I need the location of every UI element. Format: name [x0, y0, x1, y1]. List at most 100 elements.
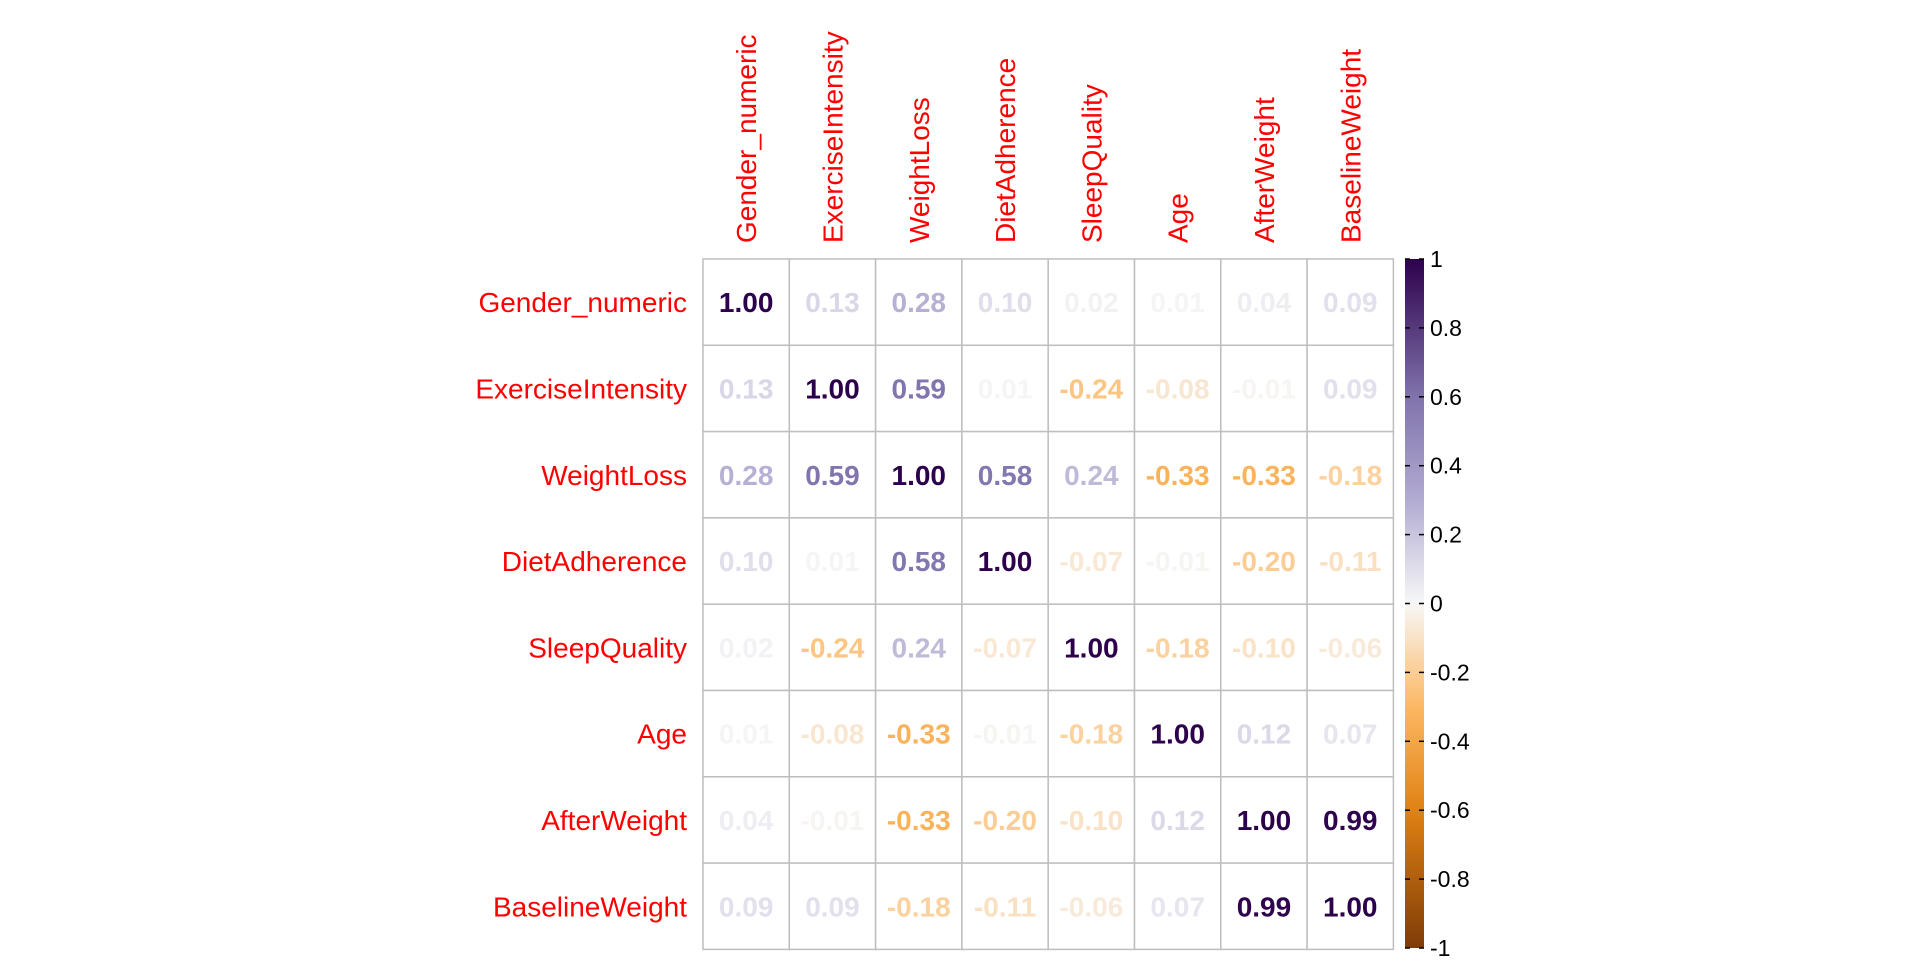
cell-value-label: 0.04	[719, 805, 774, 836]
cell-value-label: -0.18	[1059, 719, 1123, 750]
heatmap-cell	[702, 258, 791, 347]
heatmap-cell	[1133, 258, 1222, 347]
row-label: ExerciseIntensity	[475, 373, 687, 404]
row-label: DietAdherence	[502, 546, 687, 577]
heatmap-cell	[874, 430, 963, 519]
cell-value-label: 0.09	[1323, 373, 1378, 404]
cell-value-label: -0.11	[1319, 546, 1381, 577]
heatmap-cell	[961, 517, 1049, 605]
column-label: SleepQuality	[1076, 84, 1107, 243]
cell-value-label: 0.02	[1064, 287, 1119, 318]
row-label: Gender_numeric	[478, 287, 687, 318]
cell-value-label: -0.06	[1059, 891, 1123, 922]
cell-value-label: -0.10	[1232, 632, 1296, 663]
cell-value-label: 1.00	[978, 546, 1033, 577]
cell-value-label: 0.28	[719, 460, 774, 491]
heatmap-cell	[1133, 430, 1222, 519]
cell-value-label: -0.08	[1146, 373, 1210, 404]
cell-value-label: 1.00	[719, 287, 774, 318]
cell-value-label: 1.00	[1237, 805, 1292, 836]
column-label: BaselineWeight	[1335, 49, 1366, 243]
heatmap-cell	[961, 344, 1049, 433]
heatmap-cell	[874, 689, 963, 778]
column-label: ExerciseIntensity	[817, 31, 848, 243]
cell-value-label: 0.24	[1064, 460, 1119, 491]
colorbar-tick-label: 0	[1430, 591, 1443, 617]
cell-value-label: 0.58	[892, 546, 947, 577]
cell-value-label: 0.59	[805, 460, 860, 491]
cell-value-label: 0.09	[805, 891, 860, 922]
heatmap-cell	[1220, 517, 1308, 605]
cell-value-label: -0.11	[974, 891, 1036, 922]
cell-value-label: 0.13	[805, 287, 860, 318]
cell-value-label: -0.06	[1318, 632, 1382, 663]
row-label: WeightLoss	[541, 460, 687, 491]
cell-value-label: 0.12	[1237, 719, 1292, 750]
heatmap-cell	[874, 862, 963, 951]
column-label: WeightLoss	[904, 97, 935, 243]
row-label: BaselineWeight	[493, 891, 687, 922]
heatmap-cell	[702, 430, 791, 519]
cell-value-label: 0.58	[978, 460, 1033, 491]
colorbar	[1405, 259, 1424, 948]
cell-value-label: 0.24	[892, 632, 947, 663]
column-label: AfterWeight	[1249, 97, 1280, 243]
cell-value-label: -0.20	[973, 805, 1037, 836]
heatmap-cell	[874, 517, 963, 605]
cell-value-label: 0.10	[978, 287, 1033, 318]
cell-value-label: -0.33	[1232, 460, 1296, 491]
colorbar-tick-label: -0.2	[1430, 659, 1470, 685]
cell-value-label: 1.00	[805, 373, 860, 404]
heatmap-cell	[874, 776, 963, 864]
heatmap-cell	[961, 862, 1049, 951]
heatmap-cell	[1306, 344, 1395, 433]
heatmap-cell	[961, 430, 1049, 519]
cell-value-label: 0.01	[805, 546, 860, 577]
heatmap-cell	[788, 430, 877, 519]
cell-value-label: 0.10	[719, 546, 774, 577]
row-labels: Gender_numeric ExerciseIntensity WeightLos…	[475, 287, 687, 922]
cell-value-label: -0.07	[1059, 546, 1123, 577]
cell-value-label: 0.01	[1150, 287, 1205, 318]
cell-value-label: 1.00	[1150, 719, 1205, 750]
colorbar-tick-label: 0.6	[1430, 384, 1462, 410]
cell-value-label: 0.28	[892, 287, 947, 318]
cell-value-label: 0.09	[1323, 287, 1378, 318]
cell-value-label: -0.01	[801, 805, 865, 836]
heatmap-cell	[1047, 603, 1136, 692]
heatmap-cell	[1306, 430, 1395, 519]
colorbar-tick-label: 0.4	[1430, 453, 1462, 479]
heatmap-cell	[1220, 689, 1308, 778]
column-label: Age	[1163, 193, 1194, 243]
cell-value-label: -0.08	[801, 719, 865, 750]
heatmap-cell	[702, 776, 791, 864]
heatmap-cell	[788, 689, 877, 778]
cell-value-label: -0.18	[887, 891, 951, 922]
colorbar-tick-label: -1	[1430, 935, 1450, 960]
colorbar-tick-label: 1	[1430, 246, 1443, 272]
heatmap-cell	[1047, 862, 1136, 951]
heatmap-cell	[788, 776, 877, 864]
heatmap-cell	[702, 517, 791, 605]
colorbar-tick-label: 0.8	[1430, 315, 1462, 341]
heatmap-cell	[1306, 862, 1395, 951]
cell-value-label: -0.01	[1232, 373, 1296, 404]
heatmap-cell	[788, 258, 877, 347]
column-labels: Gender_numeric ExerciseIntensity WeightLos…	[731, 31, 1366, 243]
heatmap-cell	[1220, 776, 1308, 864]
heatmap-cell	[1133, 689, 1222, 778]
heatmap-cell	[1133, 776, 1222, 864]
heatmap-cell	[1133, 862, 1222, 951]
column-label: DietAdherence	[990, 58, 1021, 243]
heatmap-cell	[1220, 430, 1308, 519]
colorbar-tick-label: -0.6	[1430, 797, 1470, 823]
heatmap-cell	[1047, 776, 1136, 864]
heatmap-cell	[788, 344, 877, 433]
heatmap-cell	[961, 603, 1049, 692]
cell-value-label: 0.02	[719, 632, 774, 663]
cell-value-label: -0.07	[973, 632, 1037, 663]
heatmap-cell	[874, 258, 963, 347]
cell-value-label: -0.24	[1059, 373, 1123, 404]
heatmap-cell	[1047, 430, 1136, 519]
